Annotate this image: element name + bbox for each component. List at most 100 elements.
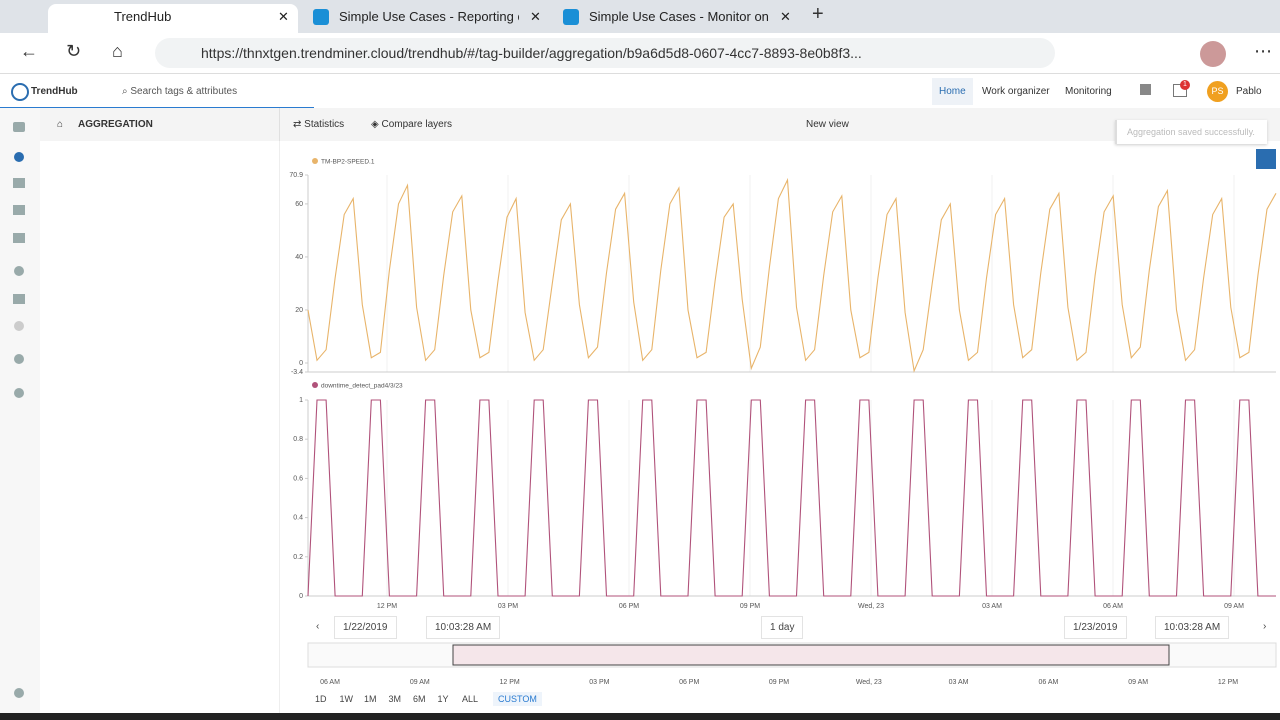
overview-label: 03 AM bbox=[949, 679, 969, 686]
icon[interactable] bbox=[13, 178, 25, 188]
tab-close[interactable]: ✕ bbox=[530, 9, 541, 24]
divider bbox=[279, 108, 280, 141]
toolbar: ⌂ AGGREGATION ⇄ Statistics ◈ Compare lay… bbox=[40, 108, 1280, 144]
icon[interactable] bbox=[13, 122, 25, 132]
icon[interactable] bbox=[13, 233, 25, 243]
end-time[interactable]: 10:03:28 AM bbox=[1155, 616, 1230, 639]
x-tick-label: 06 AM bbox=[1103, 603, 1123, 610]
logo-icon bbox=[11, 83, 29, 101]
icon[interactable] bbox=[14, 266, 24, 276]
start-date[interactable]: 1/22/2019 bbox=[334, 616, 397, 639]
overview-label: 03 PM bbox=[589, 679, 609, 686]
y-tick-label: 0 bbox=[299, 593, 303, 600]
overview-label: 09 PM bbox=[769, 679, 789, 686]
data-line bbox=[307, 399, 1276, 597]
end-date[interactable]: 1/23/2019 bbox=[1064, 616, 1127, 639]
toast: Aggregation saved successfully. bbox=[1115, 120, 1267, 144]
range-button[interactable]: 3M bbox=[388, 694, 402, 704]
tab-icon bbox=[313, 9, 329, 25]
reload-button[interactable]: ↻ bbox=[66, 41, 82, 61]
x-tick-label: Wed, 23 bbox=[858, 603, 884, 610]
y-tick-label: -3.4 bbox=[291, 369, 303, 376]
icon[interactable] bbox=[14, 152, 24, 162]
next-button[interactable]: › bbox=[1263, 621, 1267, 632]
overview-label: 12 PM bbox=[499, 679, 519, 686]
tab-icon bbox=[563, 9, 579, 25]
range-button[interactable]: 6M bbox=[413, 694, 426, 704]
span[interactable]: 1 day bbox=[761, 616, 804, 639]
sidebar-icons bbox=[13, 122, 25, 698]
view-title[interactable]: New view bbox=[806, 119, 849, 130]
search-placeholder: Search tags & attributes bbox=[130, 86, 238, 97]
notification-badge: 1 bbox=[1180, 80, 1190, 90]
overview-label: 09 AM bbox=[1128, 679, 1148, 686]
range-button[interactable]: ALL bbox=[462, 694, 479, 704]
range-button[interactable]: 1D bbox=[315, 694, 327, 704]
help-icon[interactable] bbox=[1140, 84, 1151, 95]
tab-close[interactable]: ✕ bbox=[780, 9, 791, 24]
nav-link[interactable]: Monitoring bbox=[1065, 86, 1112, 97]
y-tick-label: 40 bbox=[295, 254, 303, 261]
side-panel bbox=[40, 141, 280, 713]
start-time[interactable]: 10:03:28 AM bbox=[426, 616, 501, 639]
home-icon[interactable]: ⌂ bbox=[57, 119, 64, 130]
user-avatar[interactable]: PS bbox=[1207, 81, 1228, 102]
legend-dot bbox=[312, 158, 318, 164]
icon[interactable] bbox=[14, 688, 24, 698]
icon[interactable] bbox=[14, 388, 24, 398]
overview-label: 06 AM bbox=[1038, 679, 1058, 686]
user-name[interactable]: Pablo bbox=[1236, 86, 1262, 97]
y-tick-label: 0.4 bbox=[293, 515, 303, 522]
logo[interactable]: TrendHub bbox=[31, 86, 78, 97]
overview-label: 09 AM bbox=[410, 679, 430, 686]
nav-link[interactable]: Home bbox=[932, 78, 973, 105]
taskbar bbox=[0, 713, 1280, 720]
y-tick-label: 20 bbox=[295, 307, 303, 314]
legend-label: downtime_detect_pad4/3/23 bbox=[321, 383, 403, 390]
menu-button[interactable]: ⋯ bbox=[1254, 41, 1272, 61]
url: https://thnxtgen.trendminer.cloud/trendh… bbox=[201, 45, 862, 61]
range-button[interactable]: 1M bbox=[364, 694, 377, 704]
tab-title: Simple Use Cases - Monitor on P bbox=[589, 9, 771, 24]
overview-label: 06 PM bbox=[679, 679, 699, 686]
compare-label: Compare layers bbox=[381, 119, 453, 130]
range-button[interactable]: 1Y bbox=[437, 694, 449, 704]
y-tick-label: 70.9 bbox=[289, 172, 303, 179]
range-button[interactable]: 1W bbox=[339, 694, 354, 704]
overview-label: 06 AM bbox=[320, 679, 340, 686]
icon[interactable] bbox=[13, 205, 25, 215]
x-tick-label: 09 AM bbox=[1224, 603, 1244, 610]
profile-avatar[interactable] bbox=[1200, 41, 1226, 67]
overview-selection[interactable] bbox=[452, 644, 1170, 666]
overview-label: Wed, 23 bbox=[856, 679, 882, 686]
section-title: AGGREGATION bbox=[78, 119, 153, 130]
nav-link[interactable]: Work organizer bbox=[982, 86, 1050, 97]
legend-dot bbox=[312, 382, 318, 388]
tab[interactable]: Simple Use Cases - Reporting on ✕ bbox=[305, 4, 550, 33]
tab[interactable]: TrendHub ✕ bbox=[48, 4, 298, 33]
icon[interactable] bbox=[14, 354, 24, 364]
y-tick-label: 0.6 bbox=[293, 475, 303, 482]
back-button[interactable]: ← bbox=[20, 41, 38, 61]
compare-button[interactable]: ◈ Compare layers bbox=[371, 119, 453, 130]
icon[interactable] bbox=[13, 294, 25, 304]
tab[interactable]: Simple Use Cases - Monitor on P ✕ bbox=[555, 4, 800, 33]
legend-label: TM-BP2-SPEED.1 bbox=[321, 159, 375, 166]
search-field[interactable]: ⌕ Search tags & attributes bbox=[122, 86, 238, 97]
data-line bbox=[307, 177, 1277, 373]
home-button[interactable]: ⌂ bbox=[112, 41, 123, 61]
y-tick-label: 0.2 bbox=[293, 554, 303, 561]
y-tick-label: 0 bbox=[299, 360, 303, 367]
url-field[interactable]: https://thnxtgen.trendminer.cloud/trendh… bbox=[155, 38, 1055, 68]
statistics-label: Statistics bbox=[304, 119, 345, 130]
statistics-button[interactable]: ⇄ Statistics bbox=[293, 119, 345, 130]
overview-label: 12 PM bbox=[1218, 679, 1238, 686]
x-tick-label: 06 PM bbox=[619, 603, 639, 610]
custom-range[interactable]: CUSTOM bbox=[493, 692, 542, 706]
tab-close[interactable]: ✕ bbox=[278, 9, 289, 24]
prev-button[interactable]: ‹ bbox=[316, 621, 320, 632]
settings-button[interactable] bbox=[1256, 149, 1276, 169]
icon[interactable] bbox=[14, 321, 24, 331]
new-tab[interactable]: + bbox=[812, 3, 824, 25]
